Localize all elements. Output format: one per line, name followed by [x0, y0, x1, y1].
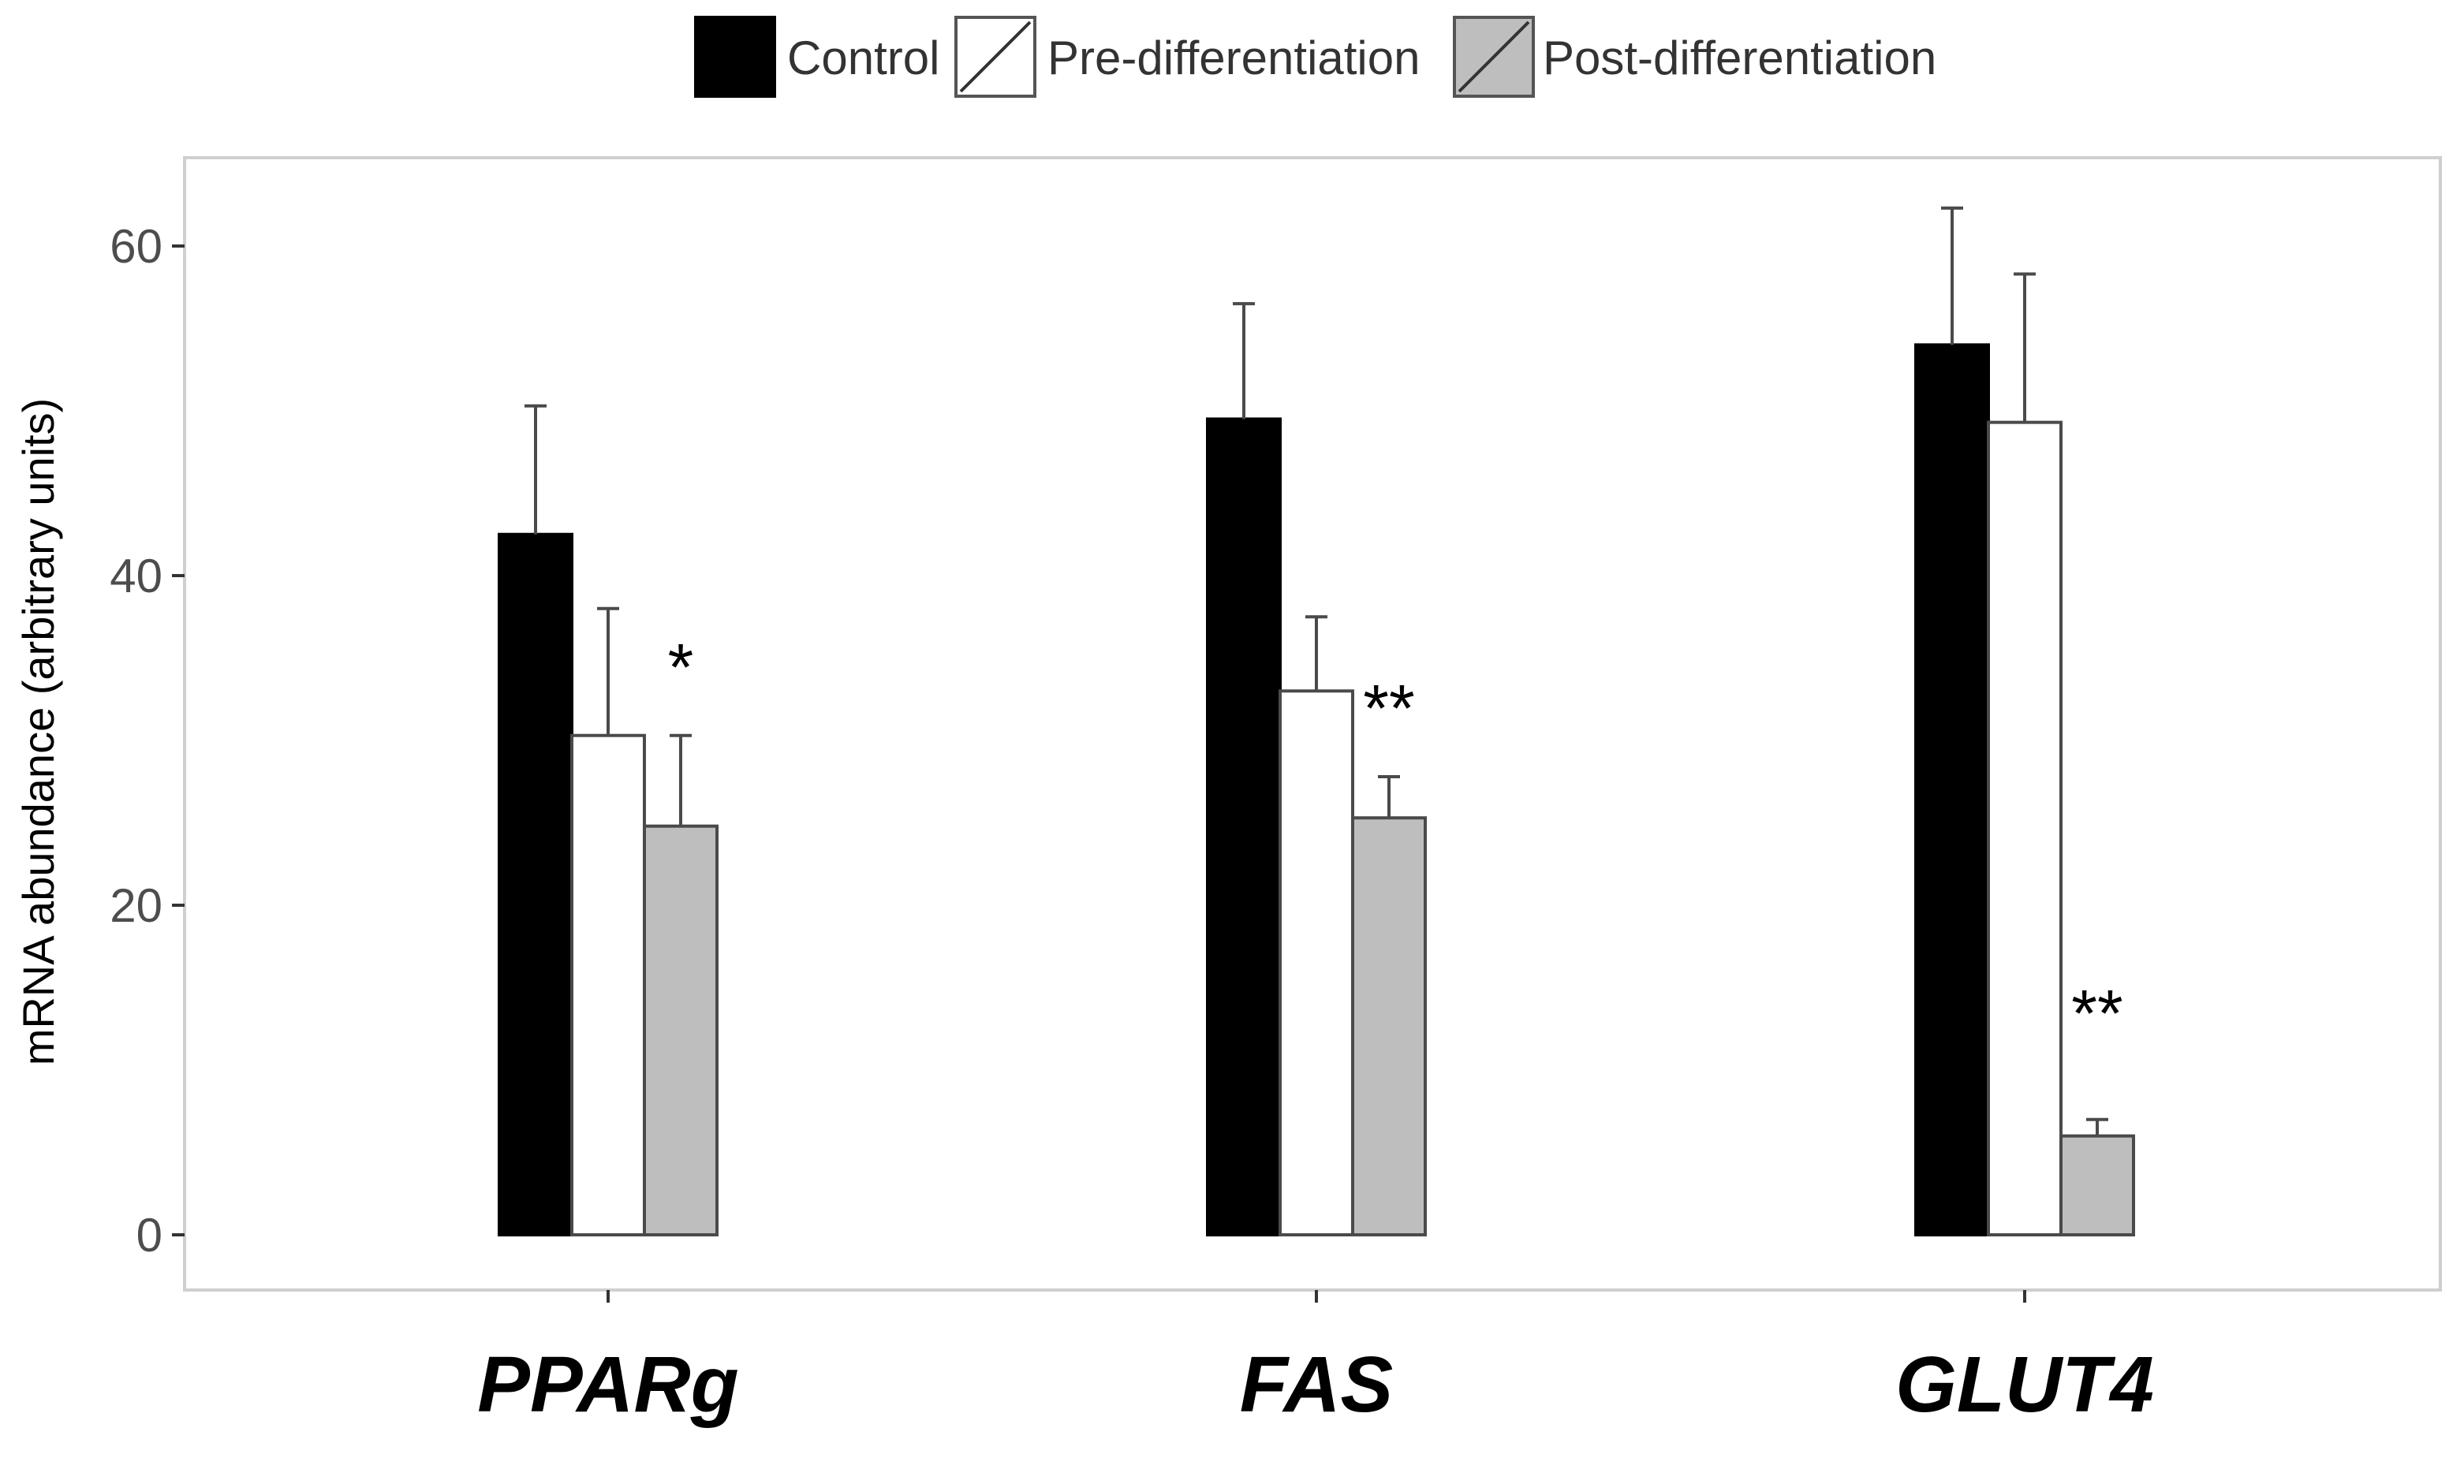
error-bars [525, 206, 2108, 1136]
bar-post-differentiation-pparg [643, 824, 719, 1237]
y-tick-label: 0 [136, 1209, 162, 1262]
x-tick-label: PPARg [477, 1340, 739, 1429]
bar-post-differentiation-fas [1351, 816, 1427, 1236]
x-tick-label: GLUT4 [1895, 1340, 2154, 1429]
bar-pre-differentiation-glut4 [1987, 420, 2063, 1236]
significance-marker: ** [2071, 976, 2122, 1050]
bar-control-glut4 [1914, 343, 1990, 1236]
bars [498, 343, 2135, 1237]
bar-pre-differentiation-pparg [570, 733, 646, 1236]
legend-label: Control [787, 32, 939, 84]
legend-label: Pre-differentiation [1047, 32, 1421, 84]
significance-marker: * [668, 630, 694, 704]
y-axis-title: mRNA abundance (arbitrary units) [13, 398, 63, 1066]
legend-key-slash [959, 21, 1032, 93]
bar-post-differentiation-glut4 [2059, 1134, 2135, 1236]
legend-key-slash [1458, 21, 1530, 93]
bar-control-pparg [498, 532, 573, 1236]
significance-marker: ** [1363, 671, 1414, 745]
legend-label: Post-differentiation [1543, 32, 1936, 84]
bar-control-fas [1206, 417, 1282, 1237]
y-axis: 0 20 40 60 [110, 220, 185, 1262]
legend-key-control [694, 16, 776, 98]
legend: Control Pre-differentiation Post-different… [694, 16, 1936, 98]
significance-annotations: ***** [668, 630, 2123, 1050]
x-axis: PPARg FAS GLUT4 [477, 1290, 2154, 1429]
y-tick-label: 20 [110, 879, 162, 932]
y-tick-label: 60 [110, 220, 162, 273]
y-tick-label: 40 [110, 550, 162, 602]
bar-pre-differentiation-fas [1279, 689, 1354, 1236]
x-tick-label: FAS [1240, 1340, 1393, 1429]
